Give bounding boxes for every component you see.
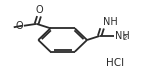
Text: O: O	[35, 5, 43, 15]
Text: O: O	[15, 21, 23, 31]
Text: HCl: HCl	[106, 58, 125, 68]
Text: NH: NH	[115, 31, 130, 41]
Text: 2: 2	[123, 35, 127, 41]
Text: NH: NH	[103, 17, 117, 27]
